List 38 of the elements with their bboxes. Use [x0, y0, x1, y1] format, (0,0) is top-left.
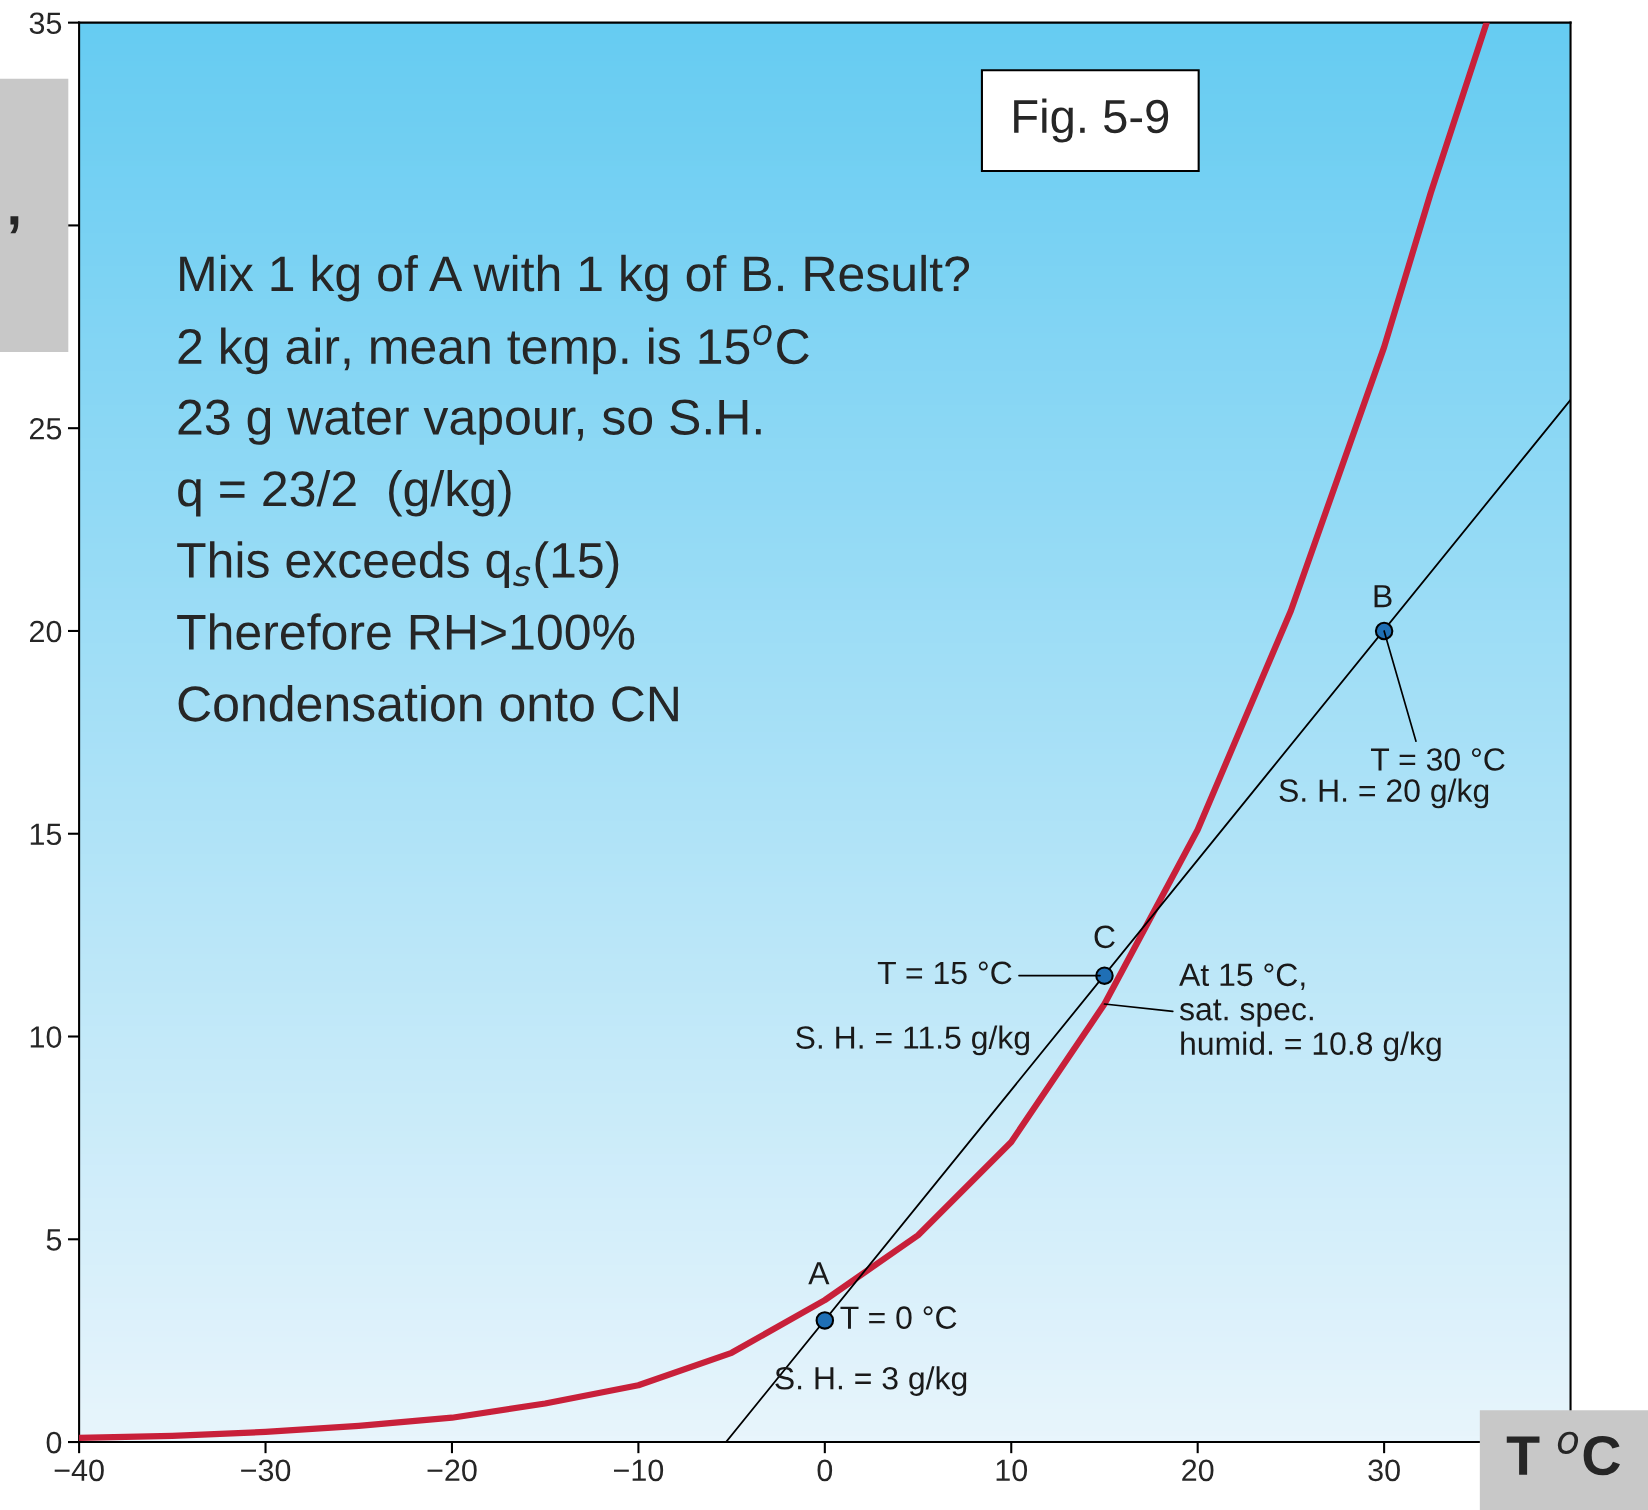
annotation: C — [1094, 925, 1115, 949]
annotation: q = 23/2 (g/kg) — [178, 469, 511, 517]
x-tick-label: 20 — [1182, 1459, 1214, 1482]
annotation: 23 g water vapour, so S.H. — [178, 399, 761, 445]
x-tick-label: 30 — [1368, 1459, 1400, 1482]
y-axis-title: , — [10, 216, 19, 234]
y-tick-label: 0 — [46, 1431, 62, 1454]
x-axis-title: T $^{o}$C — [1506, 1431, 1620, 1476]
annotation: T = 15 °C — [877, 961, 1012, 985]
annotation: S. H. = 11.5 g/kg — [796, 1025, 1030, 1056]
annotation: At 15 °C, sat. spec. humid. = 10.8 g/kg — [1179, 963, 1441, 1062]
y-tick-label: 20 — [29, 620, 62, 643]
x-tick-label: −10 — [613, 1459, 664, 1482]
annotation: Therefore RH>100% — [177, 613, 635, 650]
point — [1095, 966, 1114, 985]
point — [815, 1311, 835, 1330]
x-tick-label: −40 — [54, 1459, 104, 1482]
annotation: 2 kg air, mean temp. is 15$^{o}$C — [178, 325, 809, 375]
x-tick-label: 10 — [996, 1459, 1028, 1482]
annotation: B — [1374, 585, 1392, 608]
x-tick-label: −30 — [241, 1459, 291, 1482]
x-tick-label: −20 — [427, 1459, 477, 1482]
annotation: Condensation onto CN — [178, 684, 678, 722]
y-tick-label: 5 — [46, 1229, 62, 1251]
x-tick-label: 0 — [817, 1459, 833, 1482]
annotation: This exceeds q$_{s}$(15) — [177, 541, 619, 588]
y-tick-label: 15 — [30, 823, 62, 846]
point — [1374, 621, 1394, 641]
annotation: S. H. = 3 g/kg — [775, 1366, 967, 1396]
text: Fig. 5-9 — [1014, 98, 1169, 143]
annotation: T = 30 °C — [1370, 748, 1505, 771]
annotation: Mix 1 kg of A with 1 kg of B. Result? — [180, 254, 970, 302]
y-tick-label: 35 — [29, 12, 62, 35]
annotation: A — [808, 1262, 830, 1285]
y-tick-label: 10 — [30, 1026, 62, 1048]
annotation: S. H. = 20 g/kg — [1279, 778, 1489, 809]
y-tick-label: 25 — [29, 417, 62, 440]
annotation: T = 0 °C — [840, 1306, 957, 1329]
